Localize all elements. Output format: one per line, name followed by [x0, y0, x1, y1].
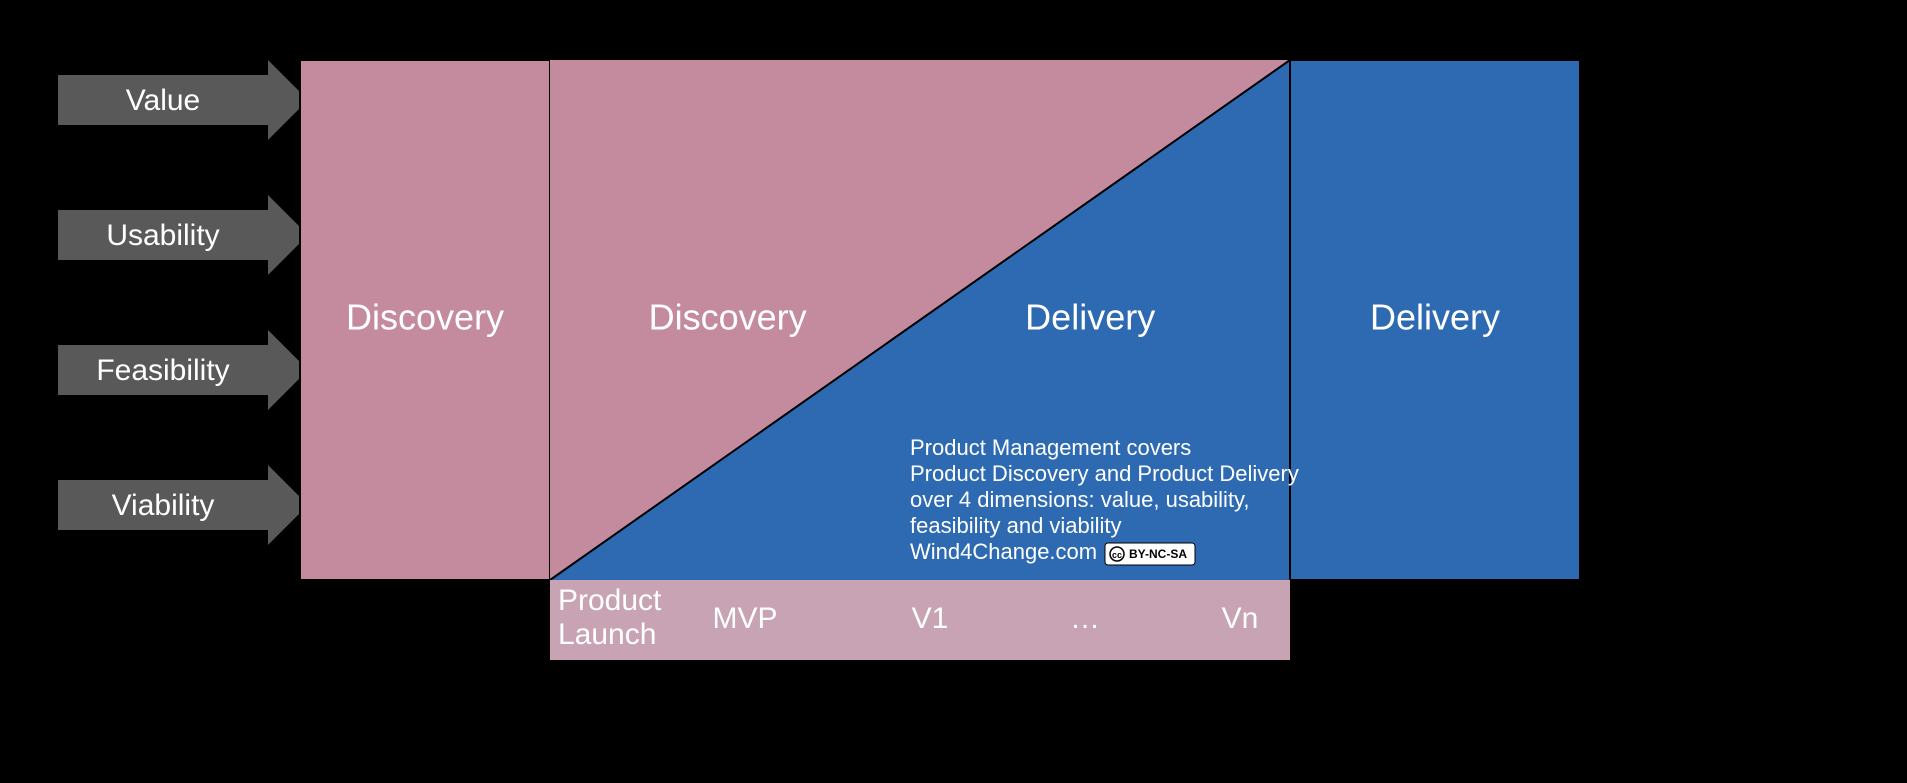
input-arrow-label-3: Viability	[112, 489, 215, 522]
input-arrow-0: Value	[58, 60, 308, 140]
caption-line-1: Product Discovery and Product Delivery	[910, 461, 1299, 486]
cc-badge-label: BY-NC-SA	[1129, 547, 1187, 561]
caption-line-3: feasibility and viability	[910, 513, 1122, 538]
timeline-vn: Vn	[1222, 602, 1259, 635]
svg-text:cc: cc	[1112, 550, 1122, 560]
input-arrow-2: Feasibility	[58, 330, 308, 410]
timeline-ellipsis: …	[1070, 602, 1100, 635]
input-arrow-label-2: Feasibility	[96, 354, 229, 387]
label-discovery-2: Discovery	[649, 297, 807, 338]
label-delivery-2: Delivery	[1370, 297, 1500, 338]
caption-source: Wind4Change.com	[910, 539, 1097, 564]
timeline-bar: ProductLaunch MVP V1 … Vn	[550, 580, 1290, 660]
caption-line-2: over 4 dimensions: value, usability,	[910, 487, 1250, 512]
timeline-product-line1: Product	[558, 584, 662, 617]
input-arrow-3: Viability	[58, 465, 308, 545]
timeline-v1: V1	[912, 602, 949, 635]
input-arrow-label-1: Usability	[106, 219, 219, 252]
input-arrow-1: Usability	[58, 195, 308, 275]
caption-line-0: Product Management covers	[910, 435, 1191, 460]
label-delivery-1: Delivery	[1025, 297, 1155, 338]
timeline-product-line2: Launch	[558, 618, 656, 651]
input-arrows: Value Usability Feasibility Viability	[58, 60, 308, 545]
input-arrow-label-0: Value	[126, 84, 201, 117]
timeline-mvp: MVP	[712, 602, 777, 635]
label-discovery-1: Discovery	[346, 297, 504, 338]
product-management-diagram: Value Usability Feasibility Viability Disco…	[0, 0, 1907, 783]
cc-badge: cc BY-NC-SA	[1105, 543, 1195, 565]
